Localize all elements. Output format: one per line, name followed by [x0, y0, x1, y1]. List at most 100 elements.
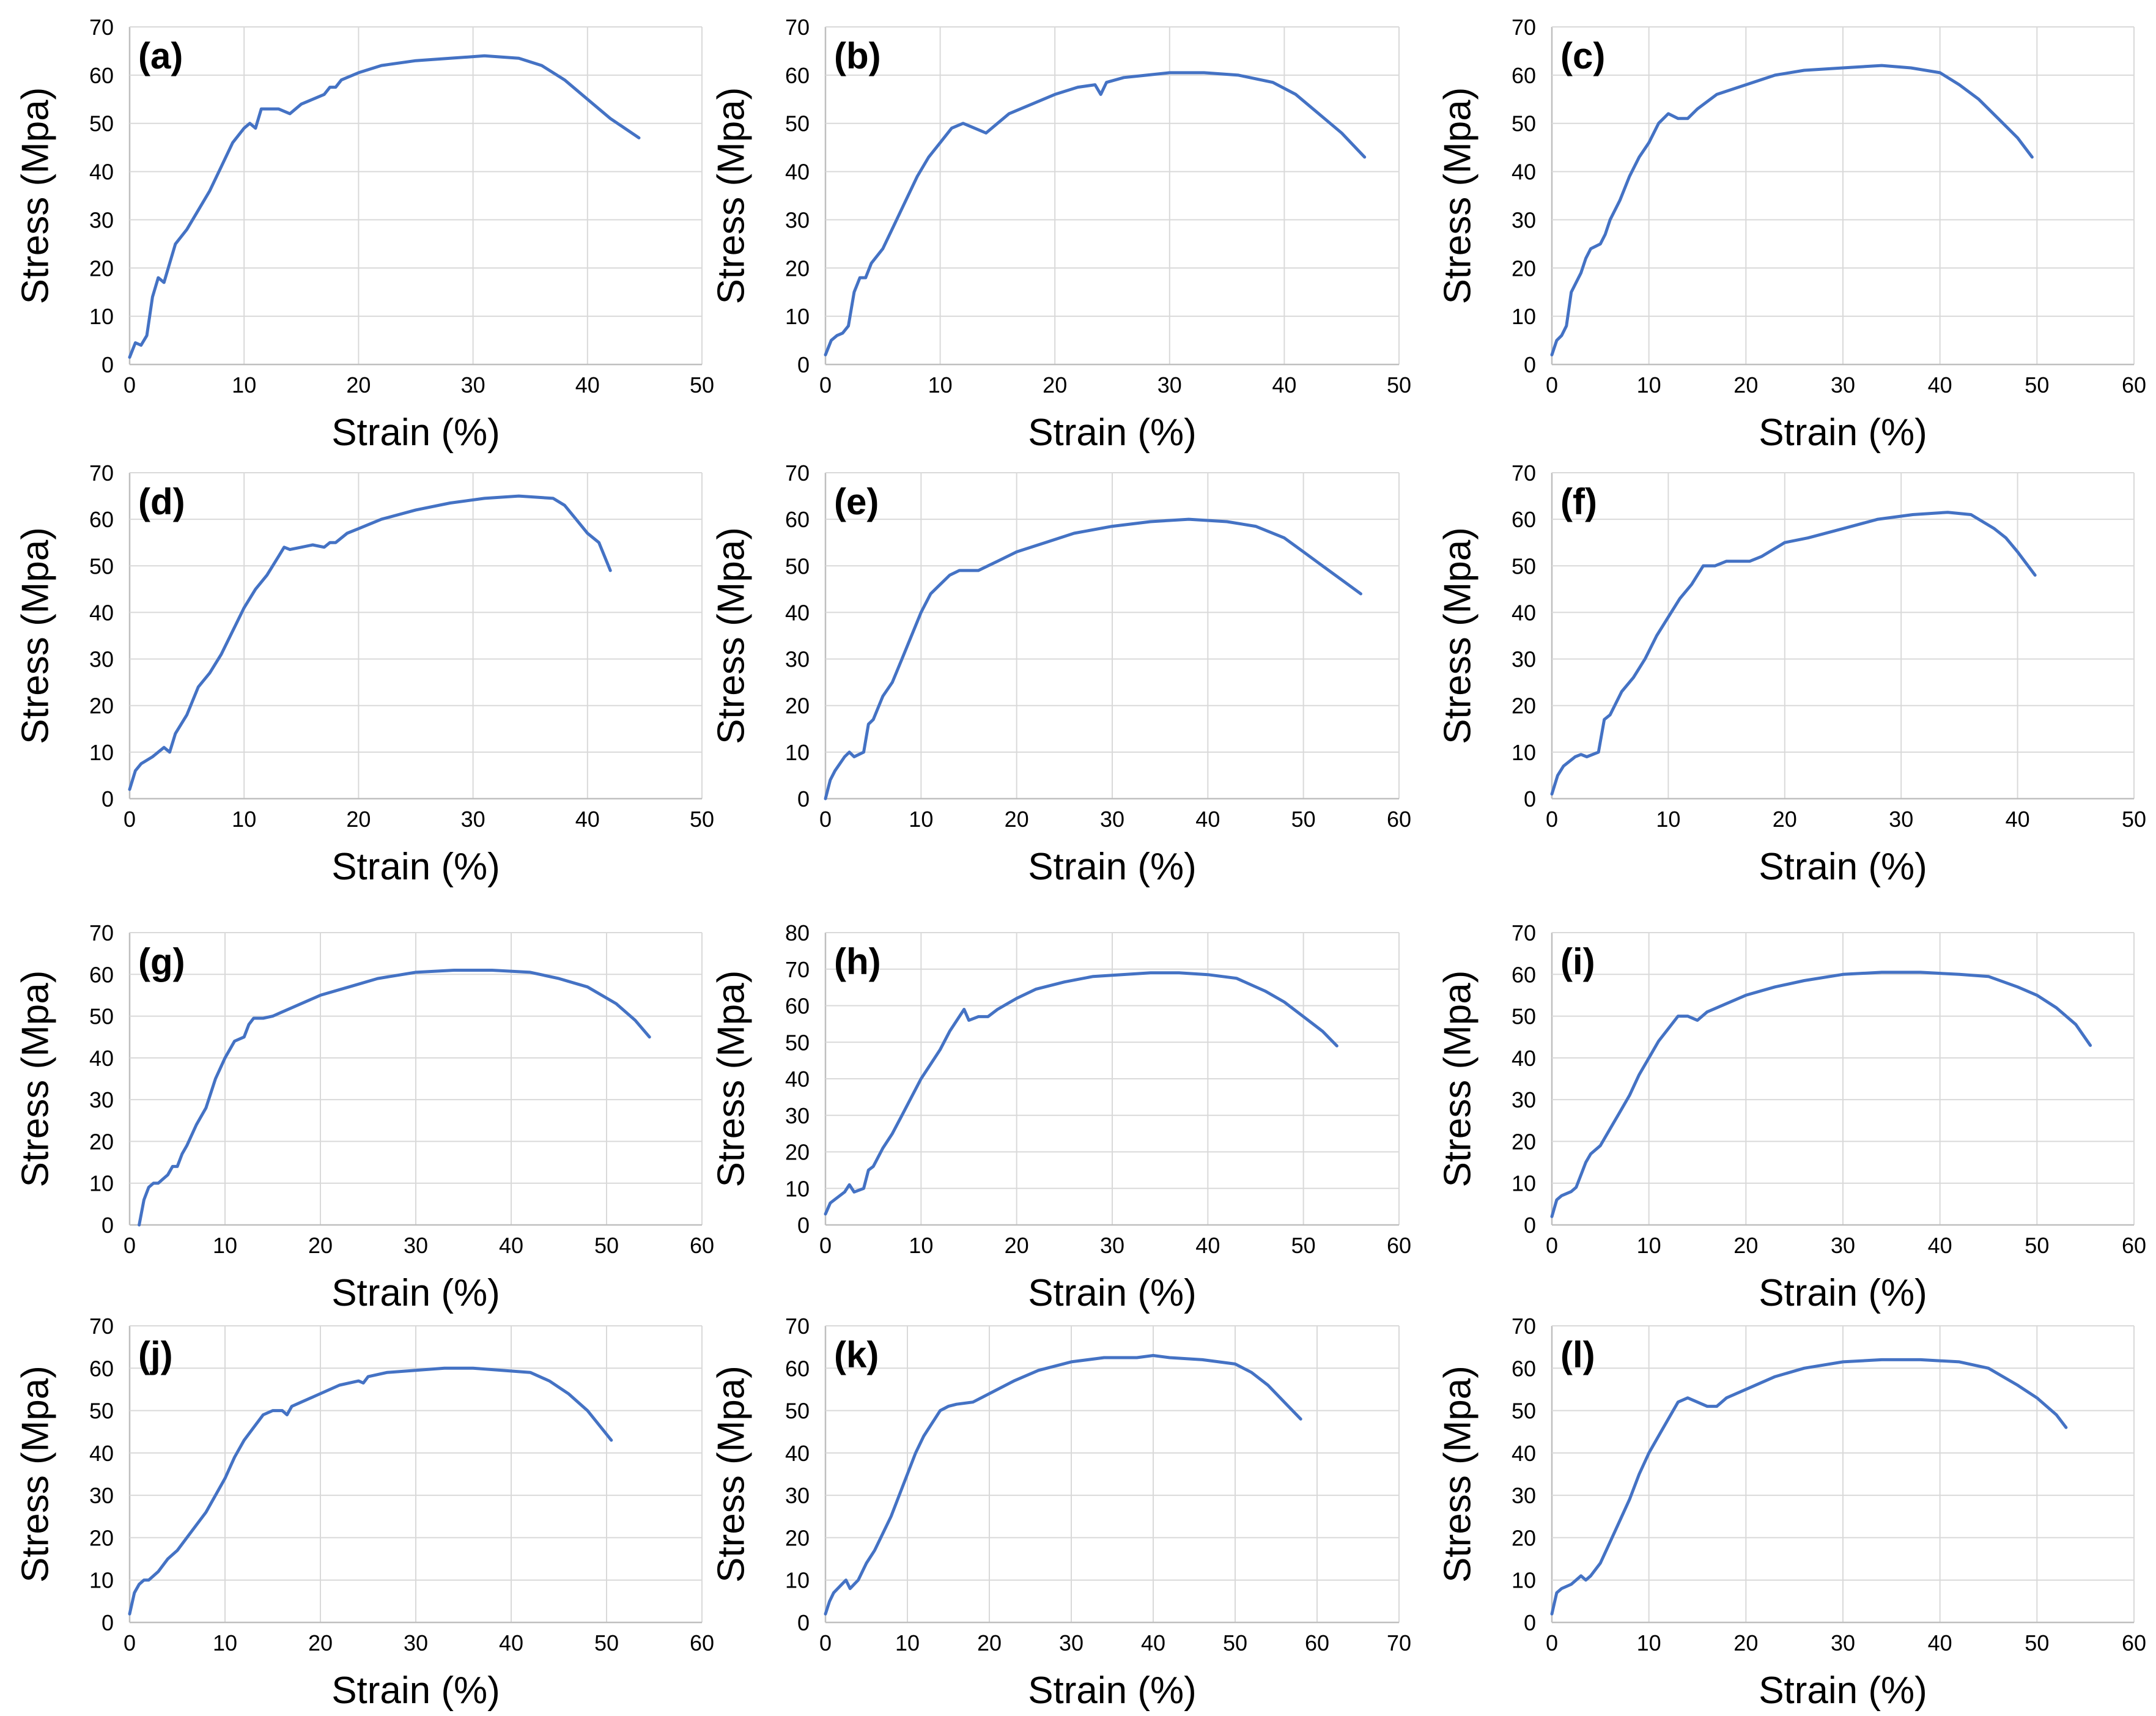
x-axis-title: Strain (%)	[1028, 846, 1197, 888]
x-tick-label: 50	[1291, 807, 1316, 832]
x-tick-label: 40	[575, 807, 600, 832]
y-axis-title: Stress (Mpa)	[14, 527, 56, 744]
stress-strain-curve	[824, 517, 1362, 801]
y-tick-label: 20	[89, 1525, 114, 1550]
y-tick-label: 40	[785, 1441, 810, 1466]
x-tick-label: 10	[1637, 372, 1661, 398]
y-tick-label: 50	[785, 1399, 810, 1424]
stress-strain-curve	[1550, 1358, 2068, 1616]
y-tick-label: 50	[89, 1399, 114, 1424]
stress-strain-curve	[128, 1366, 613, 1616]
y-axis-title: Stress (Mpa)	[1436, 527, 1479, 744]
y-tick-label: 0	[797, 1213, 810, 1238]
y-axis-title: Stress (Mpa)	[710, 87, 752, 305]
y-tick-label: 10	[89, 1171, 114, 1196]
y-tick-label: 60	[1512, 507, 1536, 532]
y-tick-label: 30	[1512, 647, 1536, 672]
x-tick-label: 60	[1305, 1630, 1329, 1655]
x-tick-label: 30	[1157, 372, 1182, 398]
y-tick-label: 50	[785, 111, 810, 136]
y-tick-label: 20	[785, 693, 810, 719]
y-tick-label: 0	[1524, 352, 1536, 377]
stress-strain-curve	[824, 71, 1367, 357]
y-tick-label: 20	[785, 1140, 810, 1165]
x-tick-label: 0	[1546, 807, 1558, 832]
y-tick-label: 70	[89, 1314, 114, 1339]
y-tick-label: 10	[89, 1568, 114, 1593]
panel-label: (f)	[1560, 481, 1597, 522]
y-tick-label: 40	[89, 1046, 114, 1071]
x-tick-label: 20	[977, 1630, 1002, 1655]
x-tick-label: 30	[404, 1233, 428, 1258]
x-tick-label: 0	[124, 372, 136, 398]
x-tick-label: 0	[124, 807, 136, 832]
y-axis-title: Stress (Mpa)	[1436, 1366, 1479, 1583]
panel-a: 0 10 20 30 40 50 0 10 20 30 40 50 60 70 Strain (%) Stre…	[14, 15, 714, 454]
y-tick-label: 50	[1512, 111, 1536, 136]
panel-l: 0 10 20 30 40 50 60 0 10 20 30 40 50 60 70 Strain (%) St…	[1436, 1314, 2146, 1712]
x-tick-label: 20	[1733, 1233, 1758, 1258]
y-tick-label: 30	[89, 1483, 114, 1508]
x-tick-label: 30	[1059, 1630, 1084, 1655]
x-tick-label: 20	[1773, 807, 1797, 832]
x-tick-label: 30	[1100, 1233, 1124, 1258]
y-tick-label: 50	[1512, 1004, 1536, 1029]
x-tick-label: 30	[461, 807, 485, 832]
y-tick-label: 10	[1512, 740, 1536, 765]
y-tick-label: 60	[785, 994, 810, 1019]
panel-i: 0 10 20 30 40 50 60 0 10 20 30 40 50 60 70 Strain (%) St…	[1436, 920, 2146, 1314]
panel-label: (l)	[1560, 1334, 1595, 1375]
y-tick-label: 10	[1512, 1171, 1536, 1196]
y-tick-label: 60	[785, 63, 810, 88]
y-tick-label: 20	[785, 256, 810, 281]
y-tick-label: 0	[102, 1610, 114, 1635]
x-tick-label: 50	[594, 1630, 619, 1655]
y-tick-label: 50	[1512, 553, 1536, 579]
y-tick-label: 70	[1512, 920, 1536, 945]
x-tick-label: 50	[2025, 1233, 2049, 1258]
panel-k: 0 10 20 30 40 50 60 70 0 10 20 30 40 50 60 70 Strain (%)…	[710, 1314, 1411, 1712]
x-tick-label: 10	[1637, 1630, 1661, 1655]
x-tick-label: 40	[1272, 372, 1296, 398]
y-tick-label: 80	[785, 920, 810, 945]
x-tick-label: 0	[124, 1233, 136, 1258]
x-tick-label: 40	[1928, 372, 1952, 398]
y-tick-label: 0	[797, 352, 810, 377]
y-tick-label: 10	[785, 1176, 810, 1201]
y-tick-label: 60	[1512, 962, 1536, 987]
y-tick-label: 70	[785, 460, 810, 486]
y-tick-label: 40	[1512, 1441, 1536, 1466]
x-tick-label: 50	[690, 807, 714, 832]
x-tick-label: 10	[895, 1630, 920, 1655]
panel-label: (h)	[834, 941, 881, 982]
x-tick-label: 60	[690, 1630, 714, 1655]
y-tick-label: 60	[1512, 1356, 1536, 1381]
x-tick-label: 50	[2122, 807, 2146, 832]
x-tick-label: 40	[1928, 1630, 1952, 1655]
y-tick-label: 10	[89, 304, 114, 329]
stress-strain-curve	[1550, 971, 2092, 1218]
panel-label: (i)	[1560, 941, 1595, 982]
x-axis-title: Strain (%)	[331, 1670, 500, 1712]
x-tick-label: 10	[213, 1630, 237, 1655]
stress-strain-curve	[824, 1354, 1302, 1616]
x-axis-title: Strain (%)	[1759, 1272, 1927, 1314]
panel-label: (b)	[834, 35, 881, 76]
y-tick-label: 20	[1512, 1525, 1536, 1550]
panel-label: (k)	[834, 1334, 879, 1375]
panel-f: 0 10 20 30 40 50 0 10 20 30 40 50 60 70 Strain (%) Stre…	[1436, 460, 2146, 888]
x-tick-label: 20	[1733, 372, 1758, 398]
x-tick-label: 0	[819, 1233, 832, 1258]
y-tick-label: 20	[89, 693, 114, 719]
y-tick-label: 40	[89, 1441, 114, 1466]
x-tick-label: 10	[1637, 1233, 1661, 1258]
x-tick-label: 50	[690, 372, 714, 398]
y-tick-label: 20	[785, 1525, 810, 1550]
stress-strain-curve	[1550, 64, 2034, 357]
y-tick-label: 30	[785, 1483, 810, 1508]
x-tick-label: 50	[2025, 1630, 2049, 1655]
y-tick-label: 10	[785, 1568, 810, 1593]
x-tick-label: 20	[308, 1233, 333, 1258]
x-axis-title: Strain (%)	[1759, 412, 1927, 454]
